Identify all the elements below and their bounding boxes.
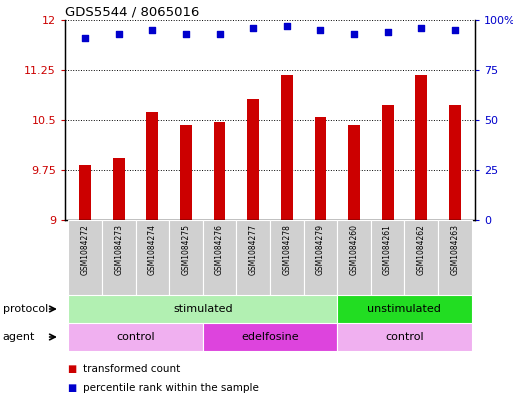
Bar bbox=[169, 220, 203, 295]
Bar bbox=[348, 125, 360, 220]
Text: GSM1084279: GSM1084279 bbox=[316, 224, 325, 275]
Bar bbox=[135, 220, 169, 295]
Text: control: control bbox=[385, 332, 424, 342]
Bar bbox=[281, 75, 293, 220]
Text: GSM1084262: GSM1084262 bbox=[417, 224, 426, 275]
Text: GSM1084274: GSM1084274 bbox=[148, 224, 157, 275]
Text: transformed count: transformed count bbox=[83, 364, 180, 374]
Bar bbox=[337, 295, 471, 323]
Point bbox=[283, 23, 291, 29]
Bar bbox=[416, 75, 427, 220]
Text: GSM1084275: GSM1084275 bbox=[182, 224, 190, 275]
Text: unstimulated: unstimulated bbox=[367, 304, 441, 314]
Text: GDS5544 / 8065016: GDS5544 / 8065016 bbox=[65, 6, 200, 19]
Point bbox=[115, 31, 123, 37]
Bar bbox=[214, 122, 226, 220]
Point bbox=[417, 25, 425, 31]
Bar bbox=[247, 99, 259, 220]
Bar bbox=[270, 220, 304, 295]
Bar bbox=[113, 158, 125, 220]
Text: GSM1084276: GSM1084276 bbox=[215, 224, 224, 275]
Text: protocol: protocol bbox=[3, 304, 48, 314]
Point bbox=[182, 31, 190, 37]
Point bbox=[148, 27, 156, 33]
Text: percentile rank within the sample: percentile rank within the sample bbox=[83, 383, 259, 393]
Bar bbox=[102, 220, 135, 295]
Text: GSM1084261: GSM1084261 bbox=[383, 224, 392, 275]
Bar bbox=[314, 118, 326, 220]
Point bbox=[317, 27, 325, 33]
Bar bbox=[404, 220, 438, 295]
Bar bbox=[68, 295, 337, 323]
Text: GSM1084272: GSM1084272 bbox=[81, 224, 90, 275]
Point bbox=[384, 29, 392, 35]
Bar bbox=[68, 220, 102, 295]
Bar bbox=[337, 220, 371, 295]
Text: edelfosine: edelfosine bbox=[241, 332, 299, 342]
Text: GSM1084273: GSM1084273 bbox=[114, 224, 123, 275]
Bar bbox=[236, 220, 270, 295]
Text: stimulated: stimulated bbox=[173, 304, 232, 314]
Bar bbox=[337, 323, 471, 351]
Text: ■: ■ bbox=[68, 383, 77, 393]
Bar bbox=[438, 220, 471, 295]
Text: GSM1084260: GSM1084260 bbox=[349, 224, 359, 275]
Text: control: control bbox=[116, 332, 155, 342]
Point bbox=[249, 25, 258, 31]
Bar bbox=[68, 323, 203, 351]
Text: agent: agent bbox=[3, 332, 35, 342]
Point bbox=[215, 31, 224, 37]
Bar bbox=[382, 105, 393, 220]
Bar bbox=[449, 105, 461, 220]
Bar bbox=[80, 165, 91, 220]
Text: GSM1084263: GSM1084263 bbox=[450, 224, 459, 275]
Point bbox=[350, 31, 358, 37]
Bar bbox=[304, 220, 337, 295]
Bar bbox=[203, 220, 236, 295]
Text: GSM1084277: GSM1084277 bbox=[249, 224, 258, 275]
Bar bbox=[180, 125, 192, 220]
Point bbox=[81, 35, 89, 41]
Text: ■: ■ bbox=[68, 364, 77, 374]
Bar bbox=[147, 112, 158, 220]
Point bbox=[451, 27, 459, 33]
Text: GSM1084278: GSM1084278 bbox=[282, 224, 291, 275]
Bar bbox=[371, 220, 404, 295]
Bar bbox=[203, 323, 337, 351]
